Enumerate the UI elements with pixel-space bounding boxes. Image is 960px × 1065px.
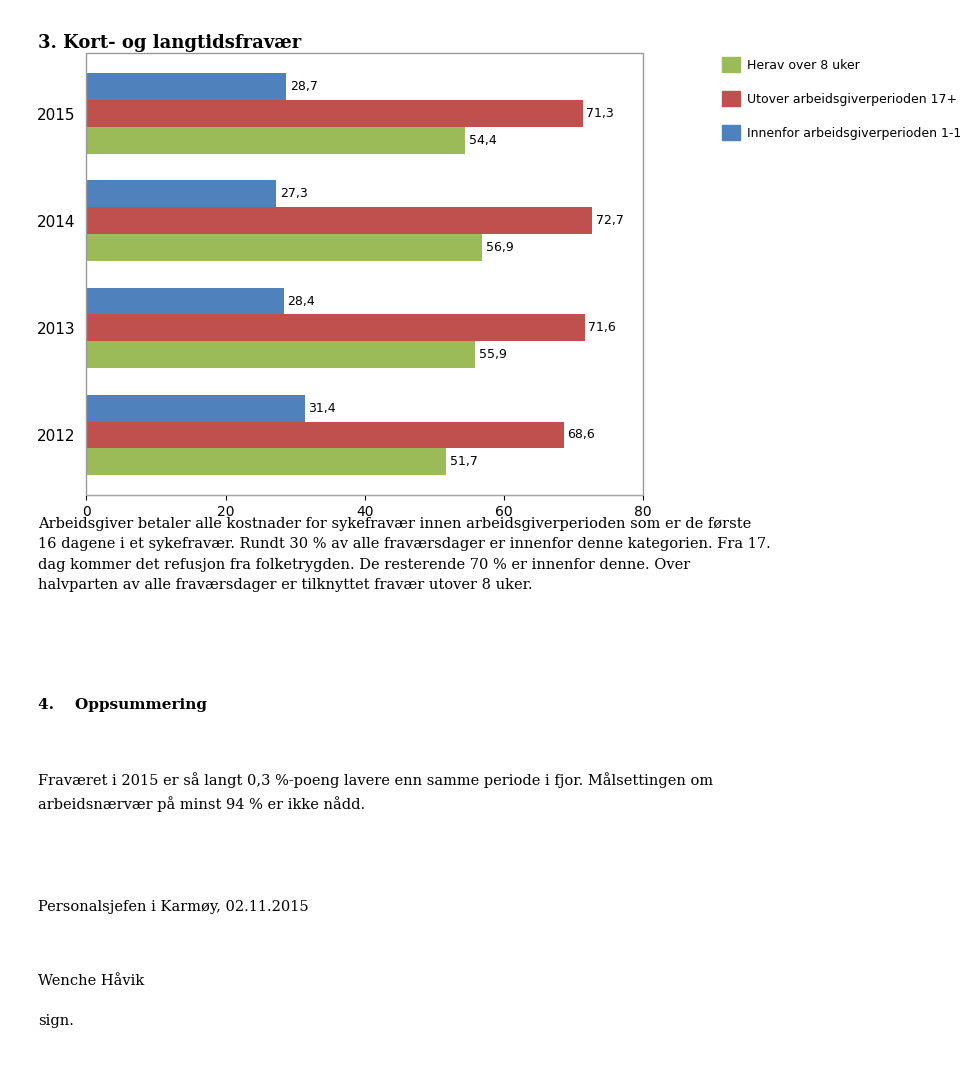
Text: 71,3: 71,3 — [587, 106, 613, 120]
Bar — [86, 422, 564, 448]
Text: 3. Kort- og langtidsfravær: 3. Kort- og langtidsfravær — [38, 34, 301, 52]
Bar — [86, 234, 483, 261]
Text: 31,4: 31,4 — [308, 402, 336, 414]
Text: Fraværet i 2015 er så langt 0,3 %-poeng lavere enn samme periode i fjor. Målsett: Fraværet i 2015 er så langt 0,3 %-poeng … — [38, 772, 713, 812]
Bar — [86, 73, 286, 100]
Legend: Herav over 8 uker, Utover arbeidsgiverperioden 17+, Innenfor arbeidsgiverperiode: Herav over 8 uker, Utover arbeidsgiverpe… — [715, 51, 960, 146]
Text: 71,6: 71,6 — [588, 322, 616, 334]
Text: Wenche Håvik: Wenche Håvik — [38, 974, 145, 988]
Bar — [86, 288, 284, 314]
Text: Arbeidsgiver betaler alle kostnader for sykefravær innen arbeidsgiverperioden so: Arbeidsgiver betaler alle kostnader for … — [38, 517, 771, 592]
Bar — [86, 127, 465, 153]
Bar — [86, 208, 592, 234]
Bar — [86, 395, 305, 422]
Text: 27,3: 27,3 — [280, 187, 307, 200]
Text: 28,4: 28,4 — [288, 295, 315, 308]
Text: 68,6: 68,6 — [567, 428, 595, 442]
Text: 72,7: 72,7 — [596, 214, 624, 227]
Bar — [86, 100, 583, 127]
Text: sign.: sign. — [38, 1014, 74, 1028]
Bar — [86, 53, 643, 495]
Text: 51,7: 51,7 — [449, 455, 477, 469]
Text: 4.    Oppsummering: 4. Oppsummering — [38, 698, 207, 711]
Text: Personalsjefen i Karmøy, 02.11.2015: Personalsjefen i Karmøy, 02.11.2015 — [38, 900, 309, 914]
Text: 54,4: 54,4 — [468, 134, 496, 147]
Text: 55,9: 55,9 — [479, 348, 507, 361]
Text: 28,7: 28,7 — [290, 80, 318, 94]
Bar — [86, 448, 446, 475]
Text: 56,9: 56,9 — [486, 241, 514, 253]
Bar — [86, 341, 475, 368]
Bar — [86, 314, 585, 341]
Bar — [86, 180, 276, 208]
